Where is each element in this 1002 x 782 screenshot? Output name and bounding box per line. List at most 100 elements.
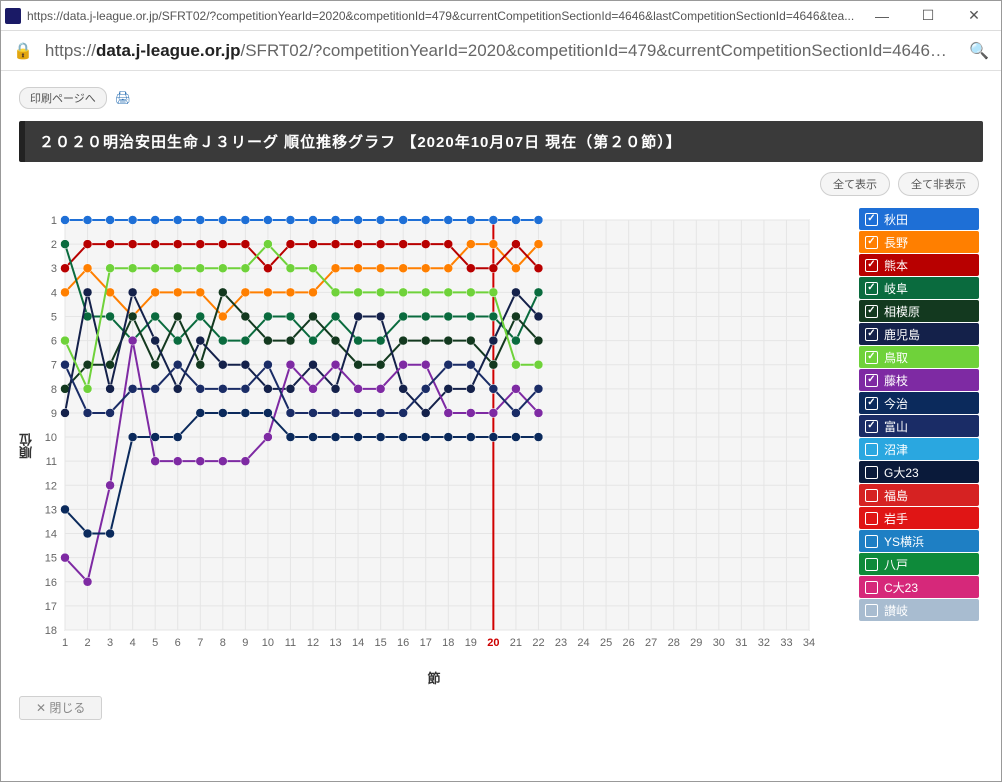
address-url[interactable]: https://data.j-league.or.jp/SFRT02/?comp… xyxy=(45,41,957,61)
legend-item[interactable]: 八戸 xyxy=(859,553,979,575)
svg-text:30: 30 xyxy=(713,637,725,649)
window-buttons: ― ☐ ✕ xyxy=(859,1,997,31)
svg-text:10: 10 xyxy=(45,432,57,444)
legend-label: 岐阜 xyxy=(884,280,908,297)
svg-text:2: 2 xyxy=(51,239,57,251)
page-title: ２０２０明治安田生命Ｊ３リーグ 順位推移グラフ 【2020年10月07日 現在（… xyxy=(19,121,983,162)
legend-checkbox[interactable] xyxy=(865,305,878,318)
svg-text:9: 9 xyxy=(242,637,248,649)
minimize-button[interactable]: ― xyxy=(859,1,905,31)
y-axis-label: 順位 xyxy=(17,433,36,459)
svg-text:22: 22 xyxy=(532,637,544,649)
legend-checkbox[interactable] xyxy=(865,535,878,548)
legend-checkbox[interactable] xyxy=(865,466,878,479)
svg-text:5: 5 xyxy=(152,637,158,649)
legend-item[interactable]: 讃岐 xyxy=(859,599,979,621)
legend-label: YS横浜 xyxy=(884,533,924,550)
legend-item[interactable]: 福島 xyxy=(859,484,979,506)
legend-checkbox[interactable] xyxy=(865,558,878,571)
legend-checkbox[interactable] xyxy=(865,374,878,387)
legend-item[interactable]: 熊本 xyxy=(859,254,979,276)
lock-icon: 🔒 xyxy=(13,41,33,61)
svg-text:25: 25 xyxy=(600,637,612,649)
x-axis-label: 節 xyxy=(19,668,849,687)
legend-item[interactable]: 秋田 xyxy=(859,208,979,230)
legend-item[interactable]: G大23 xyxy=(859,461,979,483)
maximize-button[interactable]: ☐ xyxy=(905,1,951,31)
svg-text:1: 1 xyxy=(62,637,68,649)
legend-item[interactable]: 沼津 xyxy=(859,438,979,460)
legend-item[interactable]: 鹿児島 xyxy=(859,323,979,345)
print-page-link[interactable]: 印刷ページへ xyxy=(19,87,107,109)
legend-checkbox[interactable] xyxy=(865,581,878,594)
legend-item[interactable]: 岐阜 xyxy=(859,277,979,299)
legend-checkbox[interactable] xyxy=(865,512,878,525)
favicon xyxy=(5,8,21,24)
svg-text:8: 8 xyxy=(51,384,57,396)
legend-label: 長野 xyxy=(884,234,908,251)
legend-item[interactable]: 岩手 xyxy=(859,507,979,529)
legend-checkbox[interactable] xyxy=(865,213,878,226)
legend-checkbox[interactable] xyxy=(865,259,878,272)
url-path: /SFRT02/?competitionYearId=2020&competit… xyxy=(241,41,958,60)
legend-checkbox[interactable] xyxy=(865,351,878,364)
svg-text:17: 17 xyxy=(420,637,432,649)
legend-checkbox[interactable] xyxy=(865,236,878,249)
svg-text:3: 3 xyxy=(51,263,57,275)
url-prefix: https:// xyxy=(45,41,96,60)
svg-text:4: 4 xyxy=(130,637,136,649)
legend-checkbox[interactable] xyxy=(865,443,878,456)
legend-label: 藤枝 xyxy=(884,372,908,389)
svg-text:32: 32 xyxy=(758,637,770,649)
svg-text:4: 4 xyxy=(51,287,57,299)
legend-checkbox[interactable] xyxy=(865,420,878,433)
close-button[interactable]: ✕ 閉じる xyxy=(19,696,102,720)
svg-text:13: 13 xyxy=(329,637,341,649)
legend-item[interactable]: 富山 xyxy=(859,415,979,437)
legend: 秋田長野熊本岐阜相模原鹿児島鳥取藤枝今治富山沼津 G大23 福島岩手 YS横浜八戸 C大… xyxy=(859,208,979,687)
svg-text:11: 11 xyxy=(285,637,296,649)
show-all-button[interactable]: 全て表示 xyxy=(820,172,890,196)
svg-text:23: 23 xyxy=(555,637,567,649)
svg-text:8: 8 xyxy=(220,637,226,649)
close-window-button[interactable]: ✕ xyxy=(951,1,997,31)
svg-text:26: 26 xyxy=(623,637,635,649)
svg-text:34: 34 xyxy=(803,637,815,649)
printer-icon[interactable]: 🖨 xyxy=(115,90,132,106)
legend-item[interactable]: 長野 xyxy=(859,231,979,253)
legend-checkbox[interactable] xyxy=(865,604,878,617)
legend-label: G大23 xyxy=(884,464,919,481)
svg-text:7: 7 xyxy=(51,360,57,372)
svg-text:6: 6 xyxy=(51,336,57,348)
legend-checkbox[interactable] xyxy=(865,489,878,502)
svg-text:28: 28 xyxy=(668,637,680,649)
legend-label: 福島 xyxy=(884,487,908,504)
legend-item[interactable]: 鳥取 xyxy=(859,346,979,368)
legend-checkbox[interactable] xyxy=(865,282,878,295)
svg-text:15: 15 xyxy=(375,637,387,649)
svg-text:17: 17 xyxy=(45,601,57,613)
legend-label: 富山 xyxy=(884,418,908,435)
legend-item[interactable]: 今治 xyxy=(859,392,979,414)
page-content: 印刷ページへ 🖨 ２０２０明治安田生命Ｊ３リーグ 順位推移グラフ 【2020年1… xyxy=(1,71,1001,781)
legend-checkbox[interactable] xyxy=(865,397,878,410)
chart-svg: 1234567891011121314151617181234567891011… xyxy=(19,204,819,664)
plot-wrap: 順位 1234567891011121314151617181234567891… xyxy=(19,204,849,687)
svg-text:31: 31 xyxy=(735,637,747,649)
legend-item[interactable]: 相模原 xyxy=(859,300,979,322)
legend-checkbox[interactable] xyxy=(865,328,878,341)
search-icon[interactable]: 🔍 xyxy=(969,41,989,61)
legend-label: C大23 xyxy=(884,579,918,596)
legend-item[interactable]: C大23 xyxy=(859,576,979,598)
hide-all-button[interactable]: 全て非表示 xyxy=(898,172,979,196)
legend-label: 八戸 xyxy=(884,556,908,573)
svg-text:29: 29 xyxy=(690,637,702,649)
legend-label: 岩手 xyxy=(884,510,908,527)
legend-label: 熊本 xyxy=(884,257,908,274)
legend-label: 相模原 xyxy=(884,303,920,320)
legend-item[interactable]: YS横浜 xyxy=(859,530,979,552)
svg-text:33: 33 xyxy=(780,637,792,649)
svg-text:9: 9 xyxy=(51,408,57,420)
legend-item[interactable]: 藤枝 xyxy=(859,369,979,391)
svg-text:10: 10 xyxy=(262,637,274,649)
